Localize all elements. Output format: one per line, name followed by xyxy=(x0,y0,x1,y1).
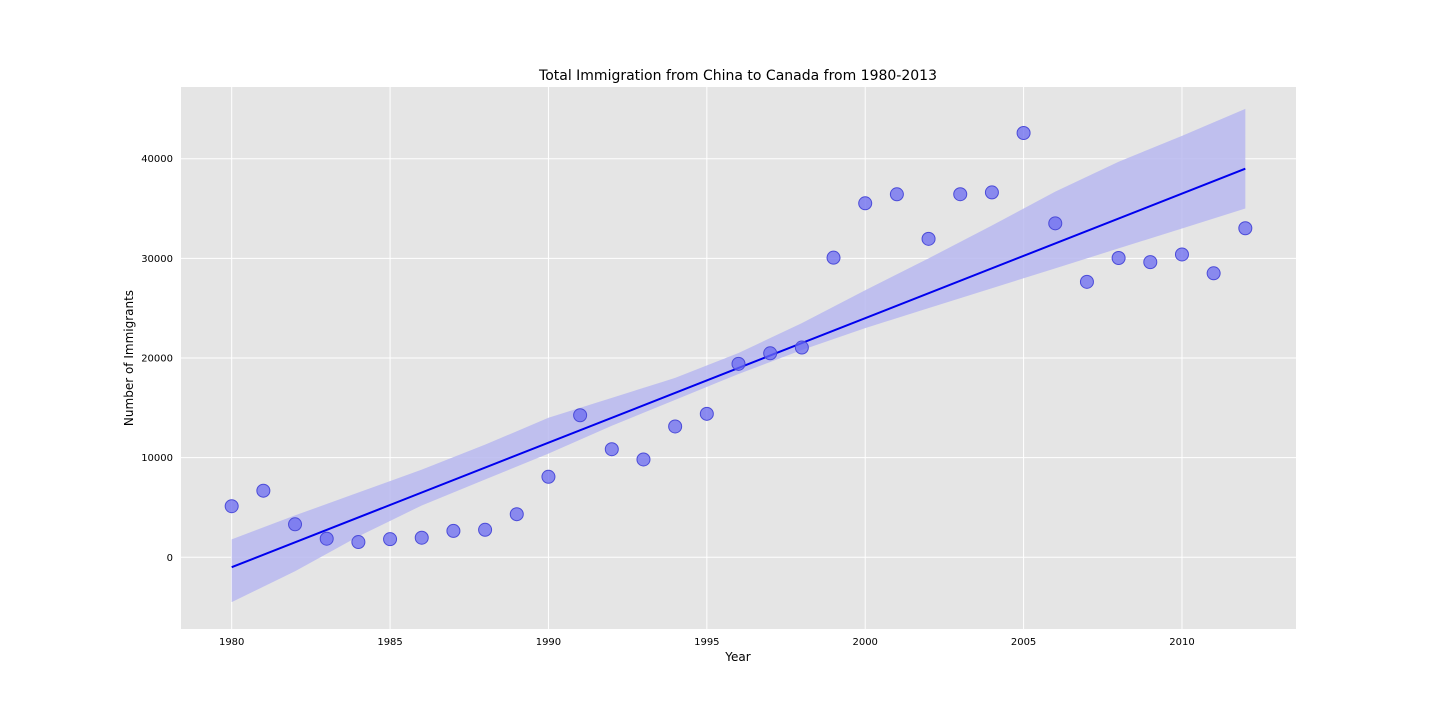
data-point xyxy=(289,518,302,531)
data-point xyxy=(764,347,777,360)
x-tick-label: 2010 xyxy=(1169,637,1194,648)
data-point xyxy=(447,524,460,537)
data-point xyxy=(985,186,998,199)
y-tick-label: 30000 xyxy=(141,254,173,265)
data-point xyxy=(922,232,935,245)
data-point xyxy=(1207,267,1220,280)
x-axis-label: Year xyxy=(724,650,750,664)
data-point xyxy=(732,357,745,370)
data-point xyxy=(1080,275,1093,288)
data-point xyxy=(669,420,682,433)
data-point xyxy=(257,484,270,497)
x-axis: 1980 1985 1990 1995 2000 2005 2010 xyxy=(219,637,1195,648)
data-point xyxy=(605,443,618,456)
data-point xyxy=(890,188,903,201)
x-tick-label: 1990 xyxy=(536,637,561,648)
chart-title: Total Immigration from China to Canada f… xyxy=(538,68,937,84)
data-point xyxy=(225,500,238,513)
x-tick-label: 1995 xyxy=(694,637,719,648)
data-point xyxy=(510,508,523,521)
data-point xyxy=(415,531,428,544)
data-point xyxy=(479,523,492,536)
data-point xyxy=(574,409,587,422)
data-point xyxy=(859,197,872,210)
data-point xyxy=(320,532,333,545)
x-tick-label: 1985 xyxy=(377,637,402,648)
data-point xyxy=(700,407,713,420)
y-axis: 0 10000 20000 30000 40000 xyxy=(141,154,173,564)
y-tick-label: 20000 xyxy=(141,354,173,365)
y-tick-label: 10000 xyxy=(141,453,173,464)
data-point xyxy=(1017,126,1030,139)
x-tick-label: 2000 xyxy=(852,637,877,648)
data-point xyxy=(352,536,365,549)
data-point xyxy=(954,188,967,201)
data-point xyxy=(795,341,808,354)
data-point xyxy=(542,470,555,483)
x-tick-label: 2005 xyxy=(1011,637,1036,648)
data-point xyxy=(1175,248,1188,261)
data-point xyxy=(1049,217,1062,230)
data-point xyxy=(637,453,650,466)
y-tick-label: 0 xyxy=(167,553,173,564)
data-point xyxy=(1112,251,1125,264)
data-point xyxy=(1144,256,1157,269)
data-point xyxy=(827,251,840,264)
x-tick-label: 1980 xyxy=(219,637,244,648)
y-tick-label: 40000 xyxy=(141,154,173,165)
data-point xyxy=(1239,222,1252,235)
y-axis-label: Number of Immigrants xyxy=(122,290,136,426)
data-point xyxy=(384,533,397,546)
